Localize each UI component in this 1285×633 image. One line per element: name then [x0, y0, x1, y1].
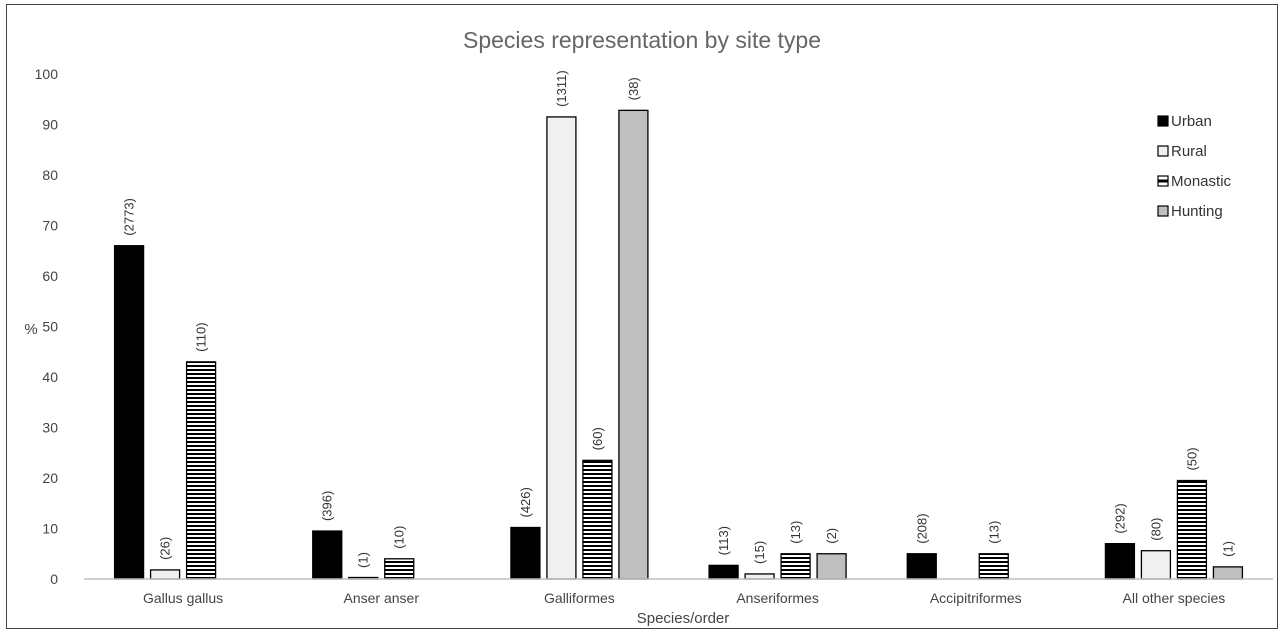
- y-tick-label: 90: [42, 117, 58, 133]
- legend-swatch-rural: [1157, 145, 1169, 157]
- y-tick-label: 80: [42, 167, 58, 183]
- bar-urban-accipitriformes: [906, 553, 937, 580]
- y-tick-label: 0: [50, 571, 58, 587]
- bar-urban-all-other-species: [1104, 543, 1136, 580]
- data-label-urban-galliformes: (426): [518, 487, 533, 517]
- bar-hunting-galliformes: [618, 109, 649, 580]
- data-label-monastic-anser-anser: (10): [392, 526, 407, 549]
- data-label-rural-anseriformes: (15): [752, 541, 767, 564]
- x-axis-ticks: Gallus gallus Anser anser Galliformes Anser…: [143, 590, 1225, 606]
- legend-label-hunting: Hunting: [1171, 203, 1223, 220]
- data-label-urban-anser-anser: (396): [320, 491, 335, 521]
- bar-rural-anseriformes: [744, 573, 775, 580]
- bar-monastic-anseriformes: [780, 553, 811, 580]
- data-label-rural-anser-anser: (1): [356, 552, 371, 568]
- legend-swatch-urban: [1157, 115, 1169, 127]
- y-tick-label: 70: [42, 218, 58, 234]
- bar-monastic-all-other-species: [1176, 479, 1208, 580]
- legend: Urban Rural Monastic Hunting: [1157, 113, 1232, 220]
- y-tick-label: 60: [42, 268, 58, 284]
- legend-label-monastic: Monastic: [1171, 173, 1232, 190]
- y-tick-label: 20: [42, 470, 58, 486]
- bar-urban-anser-anser: [312, 530, 343, 580]
- legend-swatch-stripe: [1158, 179, 1168, 183]
- bar-rural-galliformes: [546, 116, 577, 580]
- data-label-monastic-gallus-gallus: (110): [194, 322, 209, 351]
- y-axis-label: %: [24, 321, 37, 338]
- y-axis-ticks: 0 10 20 30 40 50 60 70 80 90 100: [35, 66, 59, 587]
- bar-hunting-all-other-species: [1212, 566, 1244, 580]
- data-label-monastic-anseriformes: (13): [788, 521, 803, 544]
- data-label-rural-galliformes: (1311): [554, 70, 569, 107]
- bar-urban-gallus-gallus: [113, 245, 145, 580]
- data-label-hunting-anseriformes: (2): [824, 528, 839, 544]
- y-tick-label: 30: [42, 420, 58, 436]
- y-tick-label: 10: [42, 521, 58, 537]
- chart-frame: Species representation by site type % Sp…: [6, 4, 1278, 629]
- x-axis-label: Species/order: [637, 610, 730, 627]
- bar-rural-all-other-species: [1140, 550, 1172, 580]
- y-tick-label: 100: [35, 66, 59, 82]
- bar-rural-gallus-gallus: [149, 569, 181, 580]
- bar-urban-anseriformes: [708, 564, 739, 580]
- bars-group: [113, 109, 1244, 580]
- chart-title: Species representation by site type: [463, 27, 821, 53]
- data-label-hunting-all-other-species: (1): [1220, 541, 1235, 557]
- data-label-monastic-galliformes: (60): [590, 427, 605, 450]
- data-label-monastic-all-other-species: (50): [1184, 447, 1199, 470]
- x-tick-label: Galliformes: [544, 590, 615, 606]
- data-label-urban-anseriformes: (113): [716, 526, 731, 555]
- x-tick-label: Anser anser: [344, 590, 420, 606]
- x-tick-label: Gallus gallus: [143, 590, 223, 606]
- data-label-hunting-galliformes: (38): [626, 77, 641, 100]
- x-tick-label: Anseriformes: [736, 590, 818, 606]
- y-tick-label: 50: [42, 319, 58, 335]
- x-tick-label: All other species: [1123, 590, 1226, 606]
- y-tick-label: 40: [42, 369, 58, 385]
- data-label-urban-gallus-gallus: (2773): [122, 198, 137, 236]
- legend-label-urban: Urban: [1171, 113, 1212, 130]
- data-label-monastic-accipitriformes: (13): [986, 521, 1001, 544]
- bar-monastic-accipitriformes: [978, 553, 1009, 580]
- data-label-rural-all-other-species: (80): [1148, 518, 1163, 541]
- data-label-urban-accipitriformes: (208): [914, 513, 929, 543]
- chart-svg: Species representation by site type % Sp…: [24, 27, 1273, 627]
- x-tick-label: Accipitriformes: [930, 590, 1022, 606]
- bar-hunting-anseriformes: [816, 553, 847, 580]
- legend-swatch-hunting: [1157, 205, 1169, 217]
- data-labels-group: (2773) (26) (110) (396) (1) (10) (426) (1311) (6…: [122, 70, 1236, 568]
- data-label-rural-gallus-gallus: (26): [158, 537, 173, 560]
- bar-urban-galliformes: [510, 526, 541, 580]
- bar-monastic-anser-anser: [384, 558, 415, 580]
- legend-label-rural: Rural: [1171, 143, 1207, 160]
- data-label-urban-all-other-species: (292): [1112, 503, 1127, 533]
- bar-monastic-galliformes: [582, 459, 613, 580]
- bar-monastic-gallus-gallus: [185, 361, 217, 580]
